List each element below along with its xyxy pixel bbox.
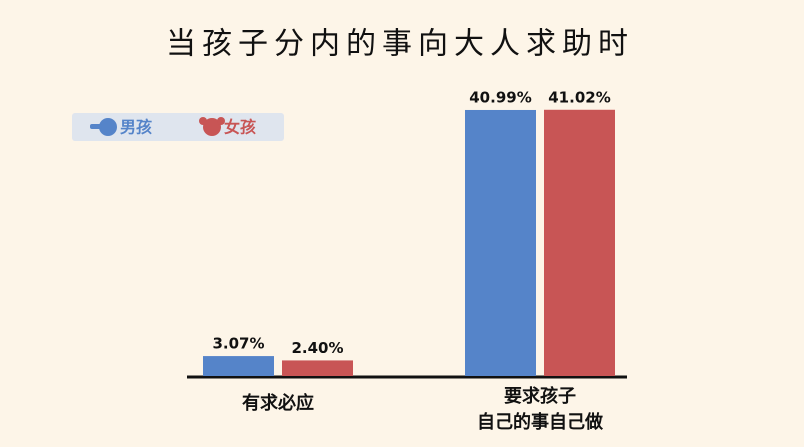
bar <box>203 356 274 376</box>
value-label: 41.02% <box>548 88 610 106</box>
x-tick-label: 有求必应 <box>242 393 314 414</box>
legend-icon <box>217 117 225 125</box>
legend-icon <box>199 117 207 125</box>
legend-icon <box>203 118 221 136</box>
bar <box>465 109 536 376</box>
value-label: 40.99% <box>469 88 531 106</box>
legend-box <box>72 113 284 141</box>
legend-icon <box>90 124 102 129</box>
legend-icon <box>99 118 117 136</box>
x-tick-label: 要求孩子 自己的事自己做 <box>477 386 603 433</box>
legend-label: 女孩 <box>224 118 256 137</box>
legend-label: 男孩 <box>120 118 152 137</box>
chart-title: 当孩子分内的事向大人求助时 <box>166 27 634 62</box>
bar <box>282 360 353 376</box>
bar <box>544 109 615 376</box>
value-label: 2.40% <box>291 339 343 357</box>
value-label: 3.07% <box>212 335 264 353</box>
